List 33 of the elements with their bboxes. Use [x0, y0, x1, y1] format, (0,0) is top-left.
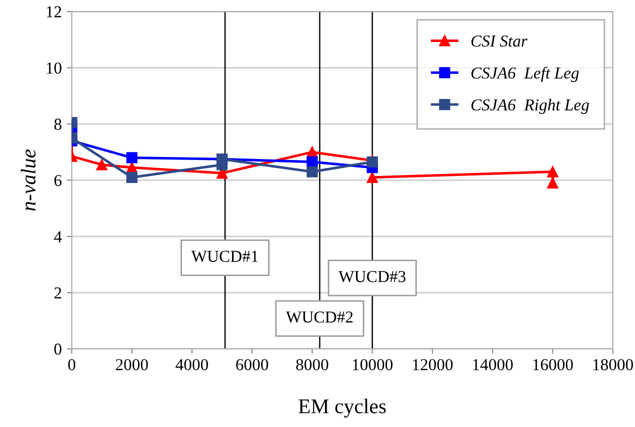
y-tick-label: 10: [46, 62, 62, 74]
legend-label: CSJA6 Left Leg: [471, 66, 579, 82]
point: [306, 166, 318, 178]
y-tick-label: 8: [54, 118, 62, 130]
ref-line-label: WUCD#3: [338, 270, 406, 282]
x-axis-title: EM cycles: [298, 398, 386, 418]
x-tick-label: 10000: [352, 359, 393, 370]
x-tick-label: 18000: [593, 359, 633, 370]
point: [547, 166, 558, 178]
y-tick-label: 0: [54, 344, 62, 355]
x-tick-label: 6000: [236, 359, 268, 370]
point: [126, 172, 138, 183]
x-tick-label: 8000: [296, 359, 328, 370]
point: [96, 159, 108, 170]
y-tick-label: 2: [54, 287, 62, 298]
x-tick-label: 14000: [473, 359, 513, 370]
point: [366, 172, 378, 183]
ref-line-label: WUCD#2: [286, 311, 353, 323]
x-tick-label: 12000: [413, 359, 453, 370]
y-tick-label: 4: [54, 231, 62, 242]
y-tick-label: 6: [54, 174, 62, 186]
legend-label: CSI Star: [471, 35, 528, 47]
ref-line-label: WUCD#1: [191, 250, 258, 262]
x-tick-label: 2000: [116, 359, 148, 370]
x-tick-label: 4000: [176, 359, 208, 370]
legend-label: CSJA6 Right Leg: [471, 98, 589, 114]
y-tick-label: 12: [46, 6, 62, 18]
point: [306, 156, 318, 168]
point: [126, 152, 138, 164]
y-axis-title: n-value: [20, 149, 36, 211]
point: [547, 177, 558, 189]
x-tick-label: 16000: [533, 359, 573, 370]
x-tick-label: 0: [68, 359, 76, 370]
